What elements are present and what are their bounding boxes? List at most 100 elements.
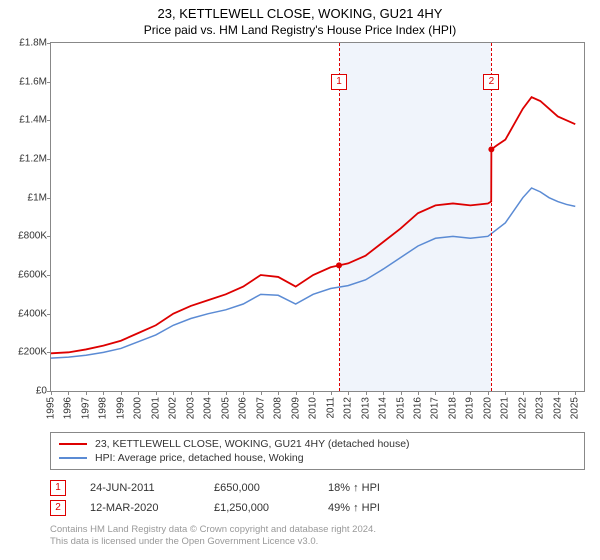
x-axis-label: 2010 [308, 397, 319, 419]
legend-item: 23, KETTLEWELL CLOSE, WOKING, GU21 4HY (… [59, 437, 576, 451]
x-axis-label: 2022 [517, 397, 528, 419]
x-tick [261, 391, 262, 395]
legend-swatch [59, 443, 87, 445]
x-tick [418, 391, 419, 395]
x-axis-label: 2017 [430, 397, 441, 419]
x-axis-label: 2013 [360, 397, 371, 419]
legend: 23, KETTLEWELL CLOSE, WOKING, GU21 4HY (… [50, 432, 585, 470]
x-tick [51, 391, 52, 395]
x-tick [173, 391, 174, 395]
event-price: £1,250,000 [214, 502, 304, 514]
x-axis-label: 1995 [46, 397, 57, 419]
legend-box: 23, KETTLEWELL CLOSE, WOKING, GU21 4HY (… [50, 432, 585, 470]
x-tick [348, 391, 349, 395]
x-tick [540, 391, 541, 395]
x-tick [121, 391, 122, 395]
x-tick [401, 391, 402, 395]
x-axis-label: 1998 [98, 397, 109, 419]
event-pct: 49% ↑ HPI [328, 502, 428, 514]
y-axis-label: £600K [18, 270, 47, 281]
x-tick [313, 391, 314, 395]
x-axis-label: 2006 [238, 397, 249, 419]
x-axis-label: 2007 [255, 397, 266, 419]
x-axis-label: 2019 [465, 397, 476, 419]
series-line [51, 188, 575, 358]
x-tick [208, 391, 209, 395]
y-axis-label: £1.8M [19, 38, 47, 49]
x-axis-label: 2008 [273, 397, 284, 419]
x-axis-label: 2018 [447, 397, 458, 419]
y-tick [47, 275, 51, 276]
x-axis-label: 2025 [570, 397, 581, 419]
event-pct: 18% ↑ HPI [328, 482, 428, 494]
x-axis-label: 2004 [203, 397, 214, 419]
x-tick [86, 391, 87, 395]
legend-item: HPI: Average price, detached house, Woki… [59, 451, 576, 465]
flag-line [491, 43, 492, 391]
x-axis-label: 2011 [325, 397, 336, 419]
y-tick [47, 120, 51, 121]
x-tick [278, 391, 279, 395]
x-axis-label: 2002 [168, 397, 179, 419]
x-tick [453, 391, 454, 395]
x-axis-label: 2003 [185, 397, 196, 419]
x-tick [331, 391, 332, 395]
x-tick [575, 391, 576, 395]
x-axis-label: 2005 [220, 397, 231, 419]
x-axis-label: 2015 [395, 397, 406, 419]
x-tick [191, 391, 192, 395]
y-tick [47, 82, 51, 83]
footer-line1: Contains HM Land Registry data © Crown c… [50, 524, 585, 536]
event-table: 124-JUN-2011£650,00018% ↑ HPI212-MAR-202… [50, 478, 585, 518]
x-axis-label: 1997 [80, 397, 91, 419]
footer-line2: This data is licensed under the Open Gov… [50, 536, 585, 548]
chart-container: 23, KETTLEWELL CLOSE, WOKING, GU21 4HY P… [0, 0, 600, 560]
y-tick [47, 159, 51, 160]
flag-marker: 1 [331, 74, 347, 90]
y-axis-label: £1.2M [19, 154, 47, 165]
x-axis-label: 1999 [115, 397, 126, 419]
y-axis-label: £1.4M [19, 115, 47, 126]
event-flag: 2 [50, 500, 66, 516]
legend-label: HPI: Average price, detached house, Woki… [95, 452, 304, 464]
x-tick [68, 391, 69, 395]
footer: Contains HM Land Registry data © Crown c… [50, 524, 585, 549]
y-tick [47, 236, 51, 237]
x-axis-label: 2012 [343, 397, 354, 419]
y-axis-label: £0 [36, 386, 47, 397]
x-tick [366, 391, 367, 395]
x-axis-label: 1996 [63, 397, 74, 419]
legend-swatch [59, 457, 87, 459]
series-line [51, 97, 575, 353]
flag-marker: 2 [483, 74, 499, 90]
chart-svg [51, 43, 584, 391]
x-tick [138, 391, 139, 395]
x-tick [523, 391, 524, 395]
x-tick [103, 391, 104, 395]
flag-line [339, 43, 340, 391]
x-axis-label: 2016 [412, 397, 423, 419]
x-tick [156, 391, 157, 395]
x-tick [488, 391, 489, 395]
y-tick [47, 352, 51, 353]
event-date: 12-MAR-2020 [90, 502, 190, 514]
y-axis-label: £1.6M [19, 76, 47, 87]
y-axis-label: £800K [18, 231, 47, 242]
x-axis-label: 2001 [150, 397, 161, 419]
event-price: £650,000 [214, 482, 304, 494]
x-tick [558, 391, 559, 395]
x-axis-label: 2020 [482, 397, 493, 419]
x-tick [243, 391, 244, 395]
event-row: 124-JUN-2011£650,00018% ↑ HPI [50, 478, 585, 498]
plot-area: £0£200K£400K£600K£800K£1M£1.2M£1.4M£1.6M… [50, 42, 585, 392]
y-axis-label: £400K [18, 308, 47, 319]
y-axis-label: £200K [18, 347, 47, 358]
chart-subtitle: Price paid vs. HM Land Registry's House … [0, 21, 600, 41]
x-axis-label: 2000 [133, 397, 144, 419]
x-axis-label: 2009 [290, 397, 301, 419]
x-tick [505, 391, 506, 395]
x-tick [226, 391, 227, 395]
x-axis-label: 2014 [378, 397, 389, 419]
y-tick [47, 314, 51, 315]
legend-label: 23, KETTLEWELL CLOSE, WOKING, GU21 4HY (… [95, 438, 410, 450]
